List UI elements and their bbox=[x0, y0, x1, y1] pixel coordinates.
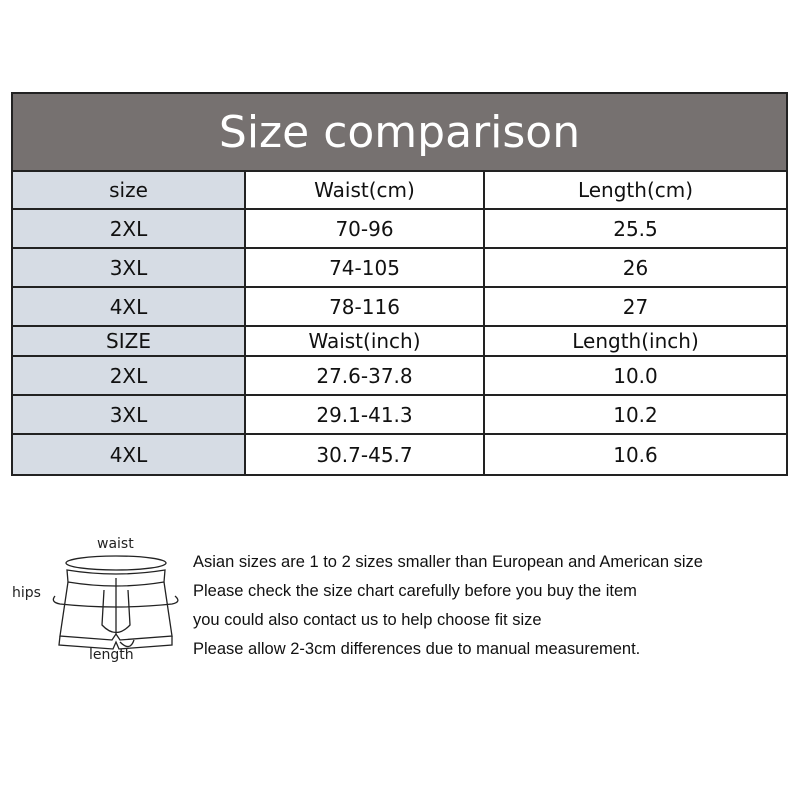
length-cell: 10.0 bbox=[613, 363, 658, 388]
table-row: 2XL 70-96 25.5 bbox=[13, 210, 786, 249]
waist-cell: 27.6-37.8 bbox=[246, 357, 485, 394]
size-cell: 2XL bbox=[13, 210, 246, 247]
length-cell: 10.6 bbox=[613, 442, 658, 467]
waist-cell: 29.1-41.3 bbox=[246, 396, 485, 433]
header-cell: Waist(inch) bbox=[246, 327, 485, 355]
length-cell: 25.5 bbox=[613, 216, 658, 241]
header-cell: Length(inch) bbox=[572, 329, 699, 353]
size-cell: 4XL bbox=[13, 435, 246, 474]
size-notes: Asian sizes are 1 to 2 sizes smaller tha… bbox=[193, 548, 703, 664]
hips-label: hips bbox=[12, 585, 41, 601]
length-cell: 26 bbox=[622, 255, 649, 280]
waist-label: waist bbox=[97, 536, 134, 552]
size-cell: 3XL bbox=[13, 249, 246, 286]
waist-cell: 70-96 bbox=[246, 210, 485, 247]
waist-cell: 30.7-45.7 bbox=[246, 435, 485, 474]
waist-cell: 78-116 bbox=[246, 288, 485, 325]
header-cell: SIZE bbox=[13, 327, 246, 355]
header-cell: Waist(cm) bbox=[246, 172, 485, 208]
header-row-inch: SIZE Waist(inch) Length(inch) bbox=[13, 327, 786, 357]
header-cell: Length(cm) bbox=[577, 178, 694, 202]
size-cell: 2XL bbox=[13, 357, 246, 394]
note-line: Please allow 2-3cm differences due to ma… bbox=[193, 640, 641, 658]
table-row: 3XL 74-105 26 bbox=[13, 249, 786, 288]
length-label: length bbox=[89, 647, 134, 663]
header-cell: size bbox=[13, 172, 246, 208]
note-line: Asian sizes are 1 to 2 sizes smaller tha… bbox=[193, 553, 703, 571]
header-row-cm: size Waist(cm) Length(cm) bbox=[13, 172, 786, 210]
size-table: Size comparison size Waist(cm) Length(cm… bbox=[11, 92, 788, 476]
table-title: Size comparison bbox=[13, 94, 786, 172]
table-row: 2XL 27.6-37.8 10.0 bbox=[13, 357, 786, 396]
boxer-brief-icon bbox=[52, 555, 179, 650]
note-line: you could also contact us to help choose… bbox=[193, 611, 542, 629]
length-cell: 10.2 bbox=[613, 402, 658, 427]
note-line: Please check the size chart carefully be… bbox=[193, 582, 637, 600]
table-row: 4XL 30.7-45.7 10.6 bbox=[13, 435, 786, 474]
table-row: 4XL 78-116 27 bbox=[13, 288, 786, 327]
waist-cell: 74-105 bbox=[246, 249, 485, 286]
length-cell: 27 bbox=[622, 294, 649, 319]
table-row: 3XL 29.1-41.3 10.2 bbox=[13, 396, 786, 435]
size-cell: 4XL bbox=[13, 288, 246, 325]
size-cell: 3XL bbox=[13, 396, 246, 433]
